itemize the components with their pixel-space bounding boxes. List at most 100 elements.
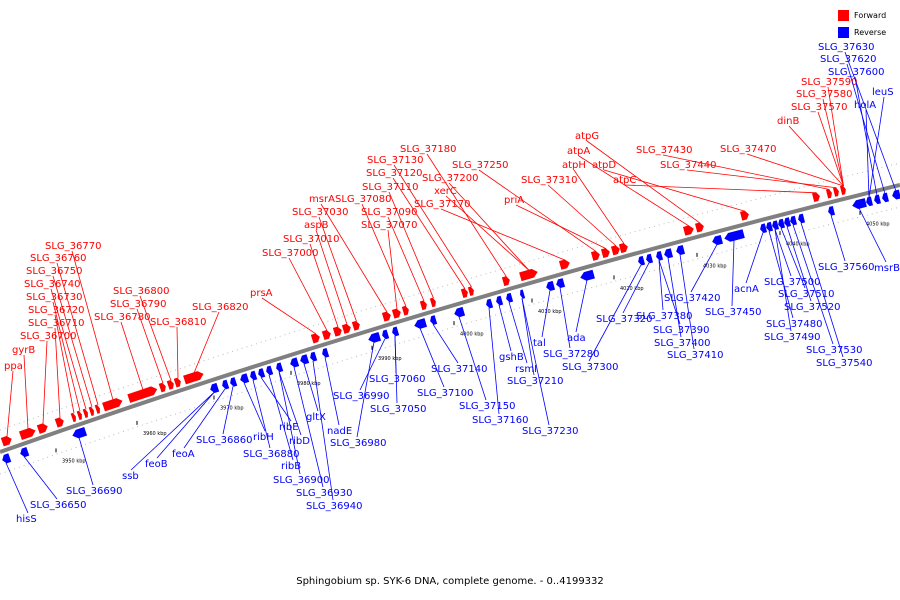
axis-tick-label: 4020 kbp — [620, 286, 644, 292]
reverse-leader-line — [622, 262, 650, 314]
forward-leader-line — [686, 169, 837, 189]
forward-leader-line — [50, 288, 87, 410]
reverse-gene-arrow — [290, 357, 300, 368]
reverse-leader-line — [658, 259, 681, 325]
reverse-gene-arrow — [506, 292, 514, 303]
reverse-leader-line — [130, 392, 215, 471]
reverse-gene-arrow — [784, 217, 792, 227]
reverse-gene-label: hisS — [16, 514, 37, 525]
forward-leader-line — [440, 208, 566, 261]
forward-gene-arrow — [341, 323, 351, 334]
reverse-gene-label: tal — [533, 338, 546, 349]
forward-gene-label: SLG_37470 — [720, 144, 776, 155]
reverse-gene-label: SLG_37410 — [667, 350, 723, 361]
reverse-gene-arrow — [368, 332, 382, 343]
forward-gene-label: SLG_37170 — [414, 199, 470, 210]
reverse-leader-line — [278, 371, 302, 436]
forward-leader-line — [817, 111, 844, 187]
reverse-gene-arrow — [638, 255, 646, 266]
forward-leader-line — [23, 354, 29, 430]
forward-gene-label: SLG_37090 — [361, 207, 417, 218]
reverse-leader-line — [222, 386, 234, 435]
legend-forward-swatch — [838, 10, 849, 21]
reverse-gene-arrow — [300, 354, 310, 365]
legend-forward: Forward — [838, 9, 898, 22]
forward-gene-label: SLG_37030 — [292, 207, 348, 218]
forward-gene-arrow — [694, 222, 704, 233]
reverse-gene-label: holA — [854, 100, 876, 111]
reverse-gene-arrow — [874, 194, 881, 205]
reverse-leader-line — [498, 304, 512, 352]
reverse-gene-label: SLG_37320 — [596, 314, 652, 325]
reverse-gene-label: SLG_36650 — [30, 500, 86, 511]
forward-gene-label: ppa — [4, 361, 23, 372]
reverse-gene-arrow — [712, 234, 723, 246]
reverse-gene-label: SLG_37560 — [818, 262, 874, 273]
reverse-gene-arrow — [828, 206, 836, 216]
forward-gene-label: SLG_36720 — [28, 305, 84, 316]
reverse-gene-label: gshB — [499, 352, 524, 363]
forward-gene-label: SLG_37430 — [636, 145, 692, 156]
reverse-leader-line — [844, 51, 897, 192]
reverse-leader-line — [243, 382, 266, 432]
reverse-gene-arrow — [230, 377, 238, 387]
reverse-gene-arrow — [866, 196, 873, 207]
reverse-gene-label: ribE — [279, 422, 299, 433]
forward-gene-arrow — [54, 417, 64, 428]
reverse-leader-line — [419, 328, 445, 388]
axis-tick-label: 4030 kbp — [703, 263, 727, 269]
reverse-leader-line — [768, 230, 794, 319]
forward-gene-arrow — [401, 305, 409, 316]
reverse-leader-line — [575, 279, 588, 333]
forward-gene-label: atpC — [613, 175, 636, 186]
reverse-gene-label: SLG_37510 — [778, 289, 834, 300]
reverse-gene-label: SLG_37140 — [431, 364, 487, 375]
reverse-leader-line — [865, 109, 870, 198]
forward-gene-label: atpD — [592, 160, 616, 171]
forward-gene-arrow — [429, 297, 436, 308]
reverse-gene-label: ribD — [289, 436, 310, 447]
forward-gene-arrow — [94, 404, 100, 414]
forward-gene-arrow — [183, 371, 204, 385]
forward-gene-label: msrA — [309, 194, 335, 205]
forward-gene-label: SLG_37580 — [796, 89, 852, 100]
forward-gene-label: SLG_37570 — [791, 102, 847, 113]
reverse-leader-line — [432, 324, 459, 364]
figure-caption: Sphingobium sp. SYK-6 DNA, complete geno… — [296, 576, 604, 587]
reverse-gene-label: SLG_37230 — [522, 426, 578, 437]
reverse-gene-label: SLG_37630 — [818, 42, 874, 53]
forward-gene-arrow — [82, 408, 88, 419]
reverse-leader-line — [541, 290, 551, 338]
reverse-leader-line — [356, 342, 375, 438]
forward-gene-arrow — [590, 250, 600, 261]
forward-gene-label: SLG_37070 — [361, 220, 417, 231]
forward-gene-arrow — [683, 225, 694, 236]
reverse-leader-line — [268, 374, 294, 461]
reverse-leader-line — [278, 371, 301, 475]
reverse-gene-label: SLG_37390 — [653, 325, 709, 336]
forward-leader-line — [318, 216, 357, 322]
forward-gene-arrow — [381, 311, 391, 322]
forward-gene-arrow — [618, 243, 628, 254]
forward-leader-line — [586, 140, 701, 224]
forward-leader-line — [52, 275, 93, 408]
forward-gene-arrow — [501, 276, 510, 287]
reverse-gene-label: acnA — [734, 284, 759, 295]
forward-gene-arrow — [391, 308, 401, 319]
forward-gene-label: SLG_36770 — [45, 241, 101, 252]
reverse-gene-label: SLG_36690 — [66, 486, 122, 497]
forward-gene-arrow — [173, 377, 181, 388]
reverse-gene-label: SLG_37380 — [636, 311, 692, 322]
reverse-gene-arrow — [778, 218, 786, 229]
reverse-leader-line — [667, 257, 682, 338]
legend-forward-label: Forward — [854, 11, 887, 20]
reverse-gene-arrow — [882, 192, 889, 203]
reverse-gene-arrow — [210, 382, 220, 393]
reverse-gene-arrow — [20, 446, 30, 458]
reverse-gene-arrow — [222, 379, 230, 390]
forward-leader-line — [388, 191, 434, 299]
axis-tick-label: 4010 kbp — [538, 309, 562, 315]
forward-gene-label: atpG — [575, 131, 599, 142]
reverse-gene-arrow — [798, 213, 806, 224]
